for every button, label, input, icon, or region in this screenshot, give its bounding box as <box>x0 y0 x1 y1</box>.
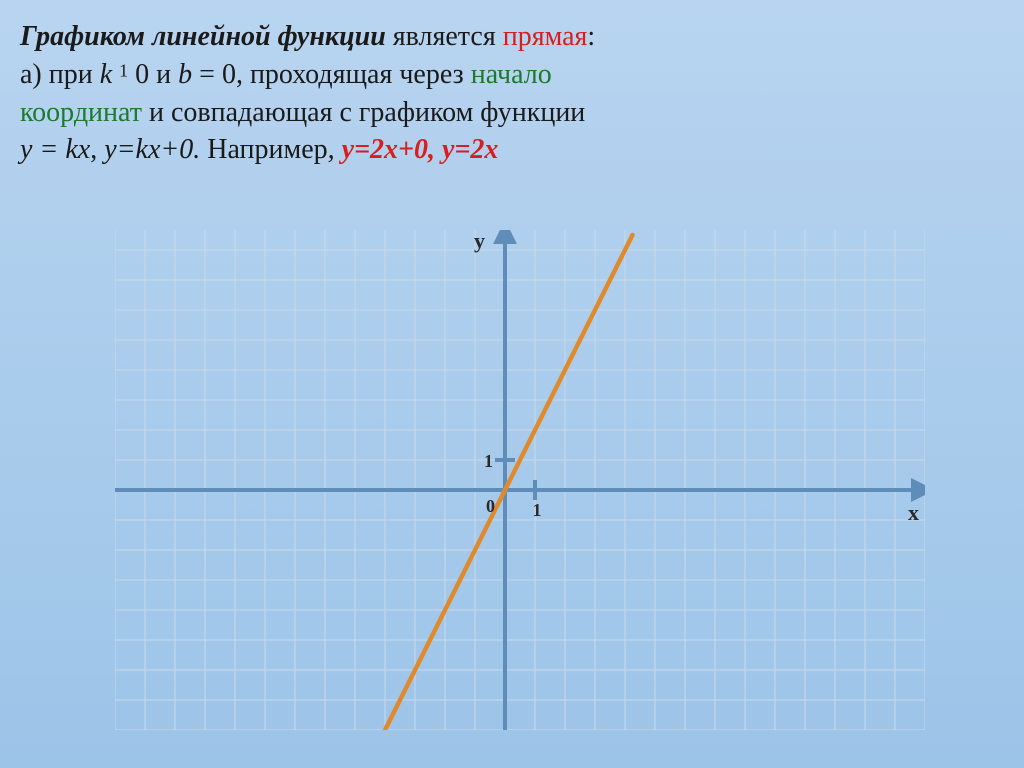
svg-text:y: y <box>474 230 485 253</box>
phrase-a-when: а) при <box>20 59 100 90</box>
svg-text:1: 1 <box>484 451 493 471</box>
svg-text:x: x <box>908 500 919 525</box>
phrase-zero-and: 0 и <box>128 59 178 90</box>
description-text: Графиком линейной функции является пряма… <box>20 18 1004 169</box>
phrase-graph-linear: Графиком линейной функции <box>20 21 386 52</box>
sup-1: 1 <box>119 60 128 80</box>
chart-svg: y x 1 1 0 <box>115 230 925 730</box>
phrase-line: прямая <box>503 21 588 52</box>
eq-ykx: y = kx <box>20 134 90 165</box>
colon: : <box>587 21 595 52</box>
phrase-eq0: = 0, проходящая через <box>192 59 471 90</box>
chart: y x 1 1 0 <box>115 230 925 730</box>
phrase-origin-1: начало <box>471 59 552 90</box>
phrase-coincides: и совпадающая с графиком функции <box>142 97 585 128</box>
svg-text:0: 0 <box>486 496 495 516</box>
phrase-origin-2: координат <box>20 97 142 128</box>
comma1: , <box>90 134 104 165</box>
var-b: b <box>178 59 192 90</box>
eq-example: y=2x+0, y=2x <box>342 134 499 165</box>
phrase-is: является <box>386 21 503 52</box>
comma2: , <box>328 134 342 165</box>
phrase-example: Например <box>207 134 327 165</box>
var-k: k <box>100 59 119 90</box>
eq-ykx0: y=kx+0. <box>104 134 207 165</box>
svg-text:1: 1 <box>533 500 542 520</box>
